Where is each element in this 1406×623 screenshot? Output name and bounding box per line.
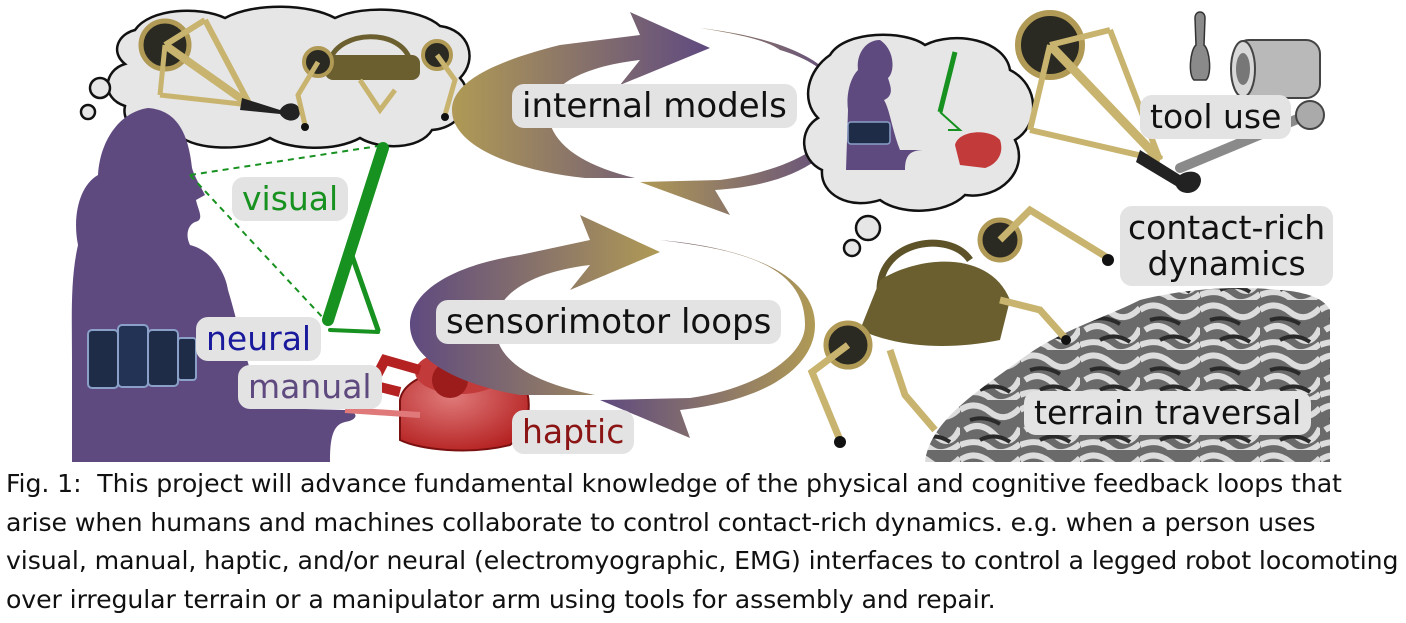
label-contact-rich-dynamics: contact-rich dynamics — [1120, 206, 1334, 286]
caption-text: This project will advance fundamental kn… — [6, 469, 1399, 614]
person-icon-right-cloud — [846, 40, 1002, 170]
caption-prefix: Fig. 1: — [6, 469, 82, 498]
label-sensorimotor-loops: sensorimotor loops — [436, 300, 782, 344]
label-neural: neural — [196, 317, 322, 361]
green-stylus-icon — [322, 142, 389, 334]
visual-sightlines — [189, 144, 386, 321]
label-contact-rich-line1: contact-rich — [1128, 208, 1326, 247]
tool-icons — [1175, 11, 1325, 173]
label-terrain-traversal: terrain traversal — [1024, 391, 1312, 435]
figure-caption: Fig. 1: This project will advance fundam… — [6, 465, 1402, 619]
socket-icon — [1230, 39, 1321, 99]
legged-robot-icon-terrain — [807, 205, 1114, 448]
internal-models-arrows — [452, 12, 845, 215]
label-visual: visual — [232, 177, 349, 221]
label-tool-use: tool use — [1140, 95, 1292, 139]
label-contact-rich-line2: dynamics — [1147, 244, 1306, 283]
figure: internal models sensorimotor loops visua… — [71, 5, 1334, 462]
label-internal-models: internal models — [512, 84, 797, 128]
emg-band-icon — [87, 324, 197, 389]
figure-graphic — [71, 5, 1330, 462]
label-manual: manual — [238, 365, 382, 409]
robot-arm-icon-left-cloud — [138, 17, 300, 121]
label-haptic: haptic — [512, 410, 635, 454]
legged-robot-icon-left-cloud — [295, 34, 458, 131]
sensorimotor-arrows — [410, 215, 815, 438]
